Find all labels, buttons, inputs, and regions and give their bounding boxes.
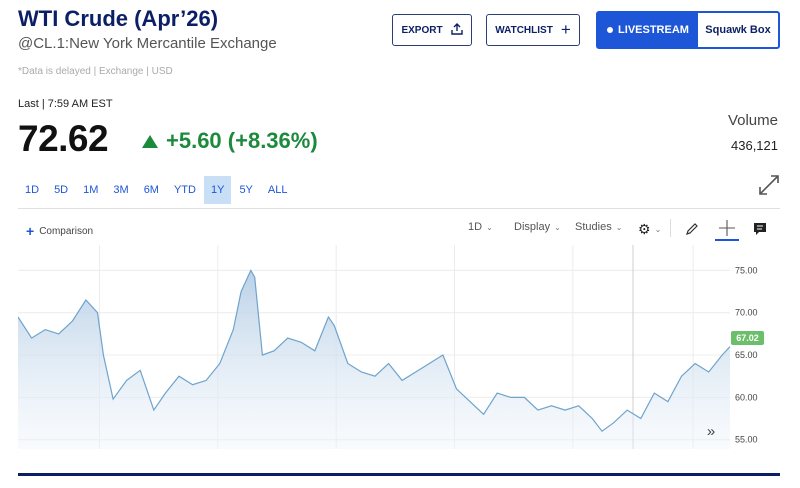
- y-tick-label: 55.00: [735, 435, 758, 445]
- x-tick-label: 2026: [623, 456, 643, 457]
- y-tick-label: 60.00: [735, 392, 758, 402]
- y-tick-label: 70.00: [735, 308, 758, 318]
- last-price: 72.62: [18, 118, 109, 159]
- chart-panel: + Comparison 1D ⌄ Display ⌄ Studies ⌄ ⚙ …: [18, 208, 780, 476]
- up-arrow-icon: [142, 134, 158, 148]
- pencil-icon: [686, 223, 698, 235]
- crosshair-icon: [719, 220, 735, 236]
- range-button-ytd[interactable]: YTD: [173, 184, 196, 196]
- x-tick-label: Apr: [92, 456, 106, 457]
- export-button[interactable]: EXPORT: [392, 14, 472, 46]
- range-button-1d[interactable]: 1D: [25, 184, 40, 196]
- series-line: [18, 269, 731, 433]
- scroll-forward-button[interactable]: »: [698, 421, 724, 441]
- data-delay-note: *Data is delayed | Exchange | USD: [18, 66, 173, 77]
- comparison-button[interactable]: + Comparison: [26, 223, 93, 239]
- watchlist-label: WATCHLIST: [495, 24, 553, 36]
- x-tick-label: Feb: [685, 456, 701, 457]
- crosshair-tool-button[interactable]: [715, 217, 739, 241]
- range-selector: 1D 5D 1M 3M 6M YTD 1Y 5Y ALL: [18, 176, 295, 204]
- price-chart[interactable]: 75.00 70.00 65.00 60.00 55.00 Apr Jun Aug Oct Dec…: [18, 245, 780, 457]
- interval-label: 1D: [468, 221, 483, 233]
- plus-icon: +: [26, 223, 35, 239]
- livestream-button[interactable]: LIVESTREAM: [598, 13, 698, 47]
- squawk-box-button[interactable]: Squawk Box: [705, 24, 771, 36]
- chevron-down-icon: ⌄: [654, 225, 662, 234]
- export-label: EXPORT: [401, 24, 443, 36]
- range-button-1y[interactable]: 1Y: [203, 176, 232, 204]
- chevron-down-icon: ⌄: [554, 222, 561, 232]
- studies-label: Studies: [575, 221, 612, 233]
- x-tick-label: Dec: [565, 456, 582, 457]
- share-icon: [450, 22, 463, 38]
- range-button-3m[interactable]: 3M: [113, 184, 129, 196]
- series-area: [18, 270, 730, 449]
- y-tick-label: 75.00: [735, 265, 758, 275]
- range-button-5d[interactable]: 5D: [54, 184, 69, 196]
- livestream-label: LIVESTREAM: [618, 24, 689, 36]
- instrument-subtitle: @CL.1:New York Mercantile Exchange: [18, 35, 277, 52]
- display-label: Display: [514, 221, 551, 233]
- last-price-tag: [731, 330, 764, 345]
- volume-value: 436,121: [731, 138, 778, 153]
- comment-tool-button[interactable]: [752, 221, 768, 237]
- instrument-title: WTI Crude (Apr’26): [18, 6, 219, 31]
- interval-dropdown[interactable]: 1D ⌄: [468, 221, 493, 233]
- range-button-1m[interactable]: 1M: [83, 184, 99, 196]
- x-tick-label: Oct: [448, 456, 463, 457]
- last-price-tag-label: 67.02: [736, 333, 759, 343]
- x-tick-label: Jun: [211, 456, 226, 457]
- x-tick-label: Aug: [328, 456, 344, 457]
- livestream-group: LIVESTREAM Squawk Box: [596, 11, 780, 49]
- price-change-value: +5.60 (+8.36%): [166, 128, 318, 153]
- settings-dropdown[interactable]: ⚙ ⌄: [638, 221, 661, 238]
- y-tick-label: 65.00: [735, 350, 758, 360]
- range-button-6m[interactable]: 6M: [143, 184, 159, 196]
- gear-icon: ⚙: [638, 221, 651, 237]
- volume-label: Volume: [727, 112, 778, 129]
- live-dot-icon: [607, 27, 614, 33]
- price-change: +5.60 (+8.36%): [142, 128, 318, 154]
- toolbar-divider: [670, 219, 671, 237]
- comparison-label: Comparison: [39, 225, 94, 237]
- double-chevron-right-icon: »: [706, 422, 716, 440]
- chevron-down-icon: ⌄: [615, 222, 623, 232]
- comment-icon: [754, 223, 766, 235]
- plus-icon: +: [560, 20, 571, 39]
- studies-dropdown[interactable]: Studies ⌄: [575, 221, 622, 233]
- display-dropdown[interactable]: Display ⌄: [514, 221, 561, 233]
- range-button-all[interactable]: ALL: [267, 184, 288, 196]
- chevron-down-icon: ⌄: [486, 222, 493, 232]
- draw-tool-button[interactable]: [684, 221, 700, 237]
- range-button-5y[interactable]: 5Y: [239, 184, 253, 196]
- expand-icon[interactable]: [756, 172, 782, 198]
- watchlist-button[interactable]: WATCHLIST +: [486, 14, 580, 46]
- last-trade-label: Last | 7:59 AM EST: [18, 98, 113, 110]
